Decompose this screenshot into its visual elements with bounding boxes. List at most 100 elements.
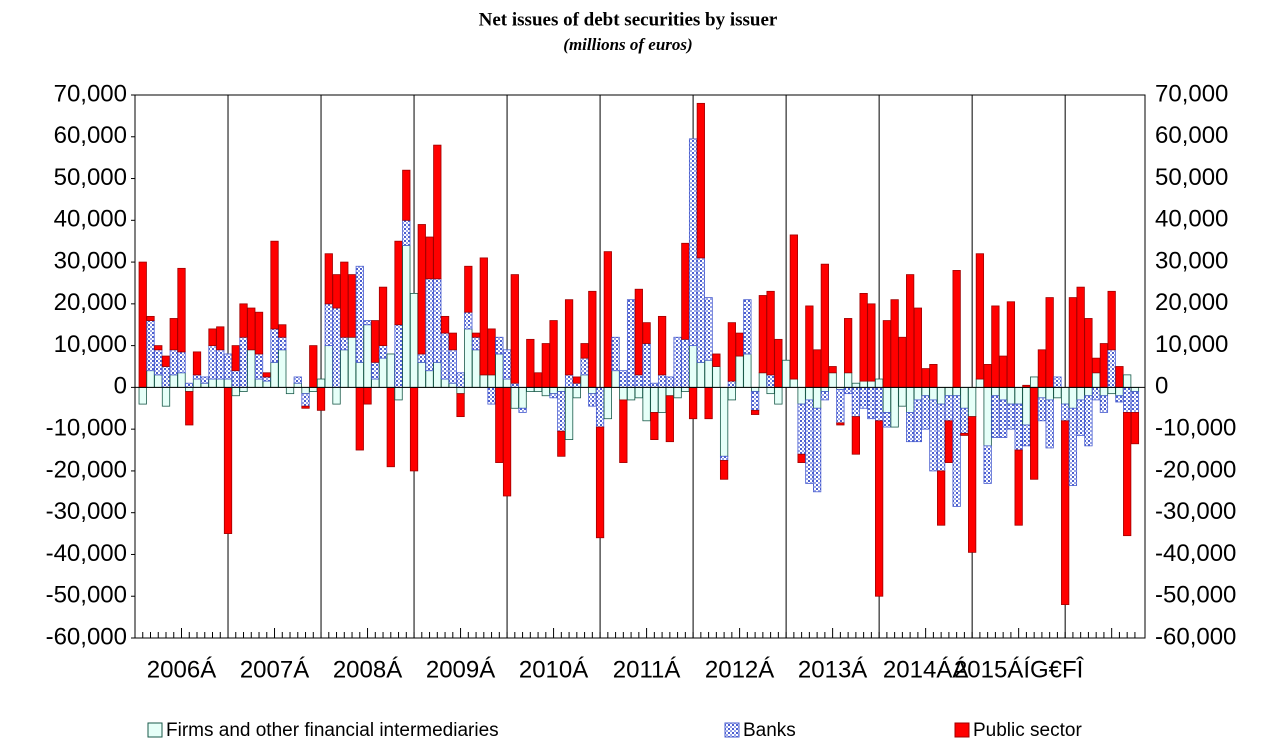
bar [138,386,147,405]
bar [340,349,349,388]
bar [719,455,729,461]
bar [456,386,465,395]
bar [216,378,225,388]
bar [952,395,961,507]
bar [270,328,279,363]
bar [719,386,729,457]
bar [580,343,589,359]
bar [425,278,434,372]
bar [588,386,597,395]
bar [1030,376,1039,388]
bar [223,378,233,388]
bar [812,386,822,409]
bar [859,386,868,409]
bar [944,420,954,463]
bar [161,386,171,407]
bar [657,386,667,413]
bar [394,240,403,326]
bar [828,366,837,374]
bar [495,353,504,388]
bar [812,349,822,388]
bar [518,386,527,409]
bar [812,407,822,493]
x-year-label: 2007Á [240,656,309,683]
bar [200,382,209,388]
bar [216,326,225,351]
bar [913,386,923,401]
bar [301,393,310,407]
bar [743,353,752,388]
bar [875,378,884,388]
bar [588,290,597,388]
bar [634,374,643,388]
bar [386,353,395,388]
bar [1123,412,1132,537]
bar [479,374,488,388]
bar [378,286,388,347]
bar [138,261,147,388]
bar [471,332,481,338]
bar [1076,386,1085,401]
bar [859,293,868,382]
bar [340,261,349,338]
bar [712,353,721,367]
bar [549,386,558,395]
bar [371,320,380,363]
y2-tick-label: 70,000 [1155,80,1228,107]
bar [960,432,969,436]
bar [921,368,930,388]
x-year-label: 2008Á [333,656,402,683]
y2-tick-label: 10,000 [1155,331,1228,358]
bar [425,370,434,388]
bar [471,336,481,351]
bar [185,386,194,392]
bar [402,219,411,246]
bar [301,386,310,395]
legend-swatch [724,722,740,738]
bar [192,378,202,388]
bar [332,307,341,388]
bar [983,445,992,484]
bar [882,386,892,413]
bar [564,299,574,376]
bar [510,386,519,409]
bar [433,278,442,363]
bar [991,386,1000,397]
bar [580,357,589,376]
bar [161,366,171,388]
bar [1115,386,1124,397]
bar [1014,403,1023,451]
legend-swatch [954,722,970,738]
bar [844,372,853,388]
bar [774,338,783,388]
bar [464,265,473,313]
bar [433,144,442,280]
y2-tick-label: 40,000 [1155,206,1228,233]
y2-tick-label: -20,000 [1155,456,1236,483]
bar [278,349,287,388]
bar [1123,374,1132,388]
bar [750,409,760,415]
bar [1076,286,1085,388]
legend-label: Public sector [973,720,1082,741]
bar [355,361,364,388]
bar [929,386,938,401]
bar [634,386,643,399]
bar [991,395,1000,438]
bar [781,359,791,388]
bar [875,386,884,422]
bar [688,345,698,388]
bar [254,353,264,380]
bar [603,251,612,388]
bar [239,386,248,392]
x-year-label: 2011Á [613,656,681,683]
bar [533,372,543,388]
bar [890,386,899,428]
bar [293,376,302,384]
bar [603,386,612,420]
bar [611,370,620,388]
bar [518,407,527,413]
bar [983,386,992,447]
bar [867,380,876,388]
